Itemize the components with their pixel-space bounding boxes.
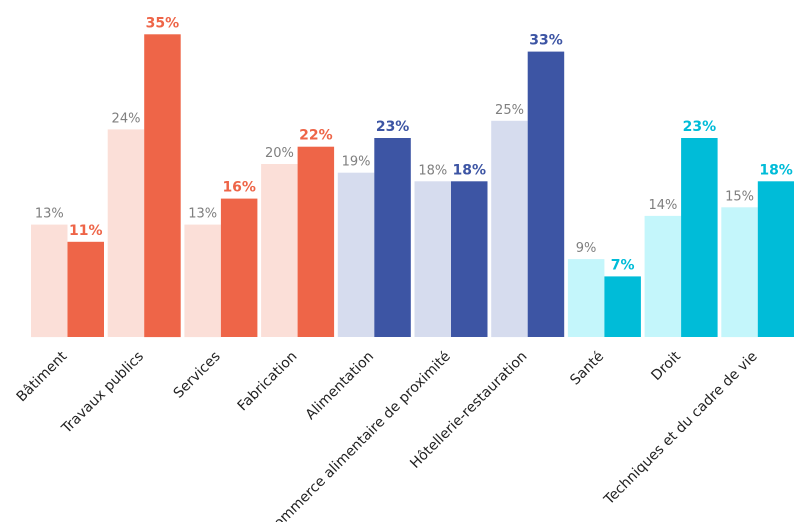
category-label-2: Services xyxy=(171,349,224,402)
category-label-7: Santé xyxy=(567,349,607,389)
data-label-light-7: 9% xyxy=(576,241,597,256)
category-label-9: Techniques et du cadre de vie xyxy=(601,349,761,509)
data-label-light-1: 24% xyxy=(112,111,141,126)
bar-light-2 xyxy=(184,224,221,338)
bar-dark-1 xyxy=(144,34,181,338)
bar-light-4 xyxy=(337,172,375,337)
bar-light-9 xyxy=(721,207,758,338)
data-label-dark-6: 33% xyxy=(529,33,563,49)
data-label-dark-1: 35% xyxy=(146,15,180,31)
bar-light-6 xyxy=(491,120,528,338)
bar-light-8 xyxy=(644,215,682,337)
bar-light-0 xyxy=(31,224,68,338)
bar-dark-8 xyxy=(681,138,718,337)
data-label-dark-4: 23% xyxy=(376,119,410,135)
data-label-light-0: 13% xyxy=(35,207,64,222)
data-label-light-4: 19% xyxy=(342,155,371,170)
data-label-dark-3: 22% xyxy=(299,128,333,144)
data-label-dark-9: 18% xyxy=(759,162,793,178)
bar-dark-5 xyxy=(451,181,488,337)
data-label-light-5: 18% xyxy=(418,163,447,178)
data-label-light-9: 15% xyxy=(725,189,754,204)
category-label-1: Travaux publics xyxy=(58,349,147,438)
bar-dark-4 xyxy=(374,138,411,337)
data-label-light-6: 25% xyxy=(495,103,524,118)
bar-light-3 xyxy=(261,164,298,337)
data-label-dark-7: 7% xyxy=(611,257,635,273)
bar-dark-0 xyxy=(67,241,104,337)
category-label-8: Droit xyxy=(648,348,684,384)
bar-dark-9 xyxy=(757,181,794,337)
bar-dark-6 xyxy=(527,51,565,337)
data-label-dark-5: 18% xyxy=(453,162,487,178)
bar-light-7 xyxy=(567,259,605,337)
category-label-0: Bâtiment xyxy=(14,348,71,405)
data-label-light-2: 13% xyxy=(188,207,217,222)
data-label-light-8: 14% xyxy=(648,198,677,213)
data-label-dark-0: 11% xyxy=(69,223,103,239)
bar-dark-7 xyxy=(604,276,641,337)
bar-dark-2 xyxy=(220,198,258,337)
category-label-3: Fabrication xyxy=(235,349,301,415)
data-label-dark-2: 16% xyxy=(222,180,256,196)
data-label-dark-8: 23% xyxy=(683,119,717,135)
category-label-4: Alimentation xyxy=(303,349,378,424)
bar-light-1 xyxy=(107,129,145,337)
bar-light-5 xyxy=(414,181,451,337)
data-label-light-3: 20% xyxy=(265,146,294,161)
bar-dark-3 xyxy=(297,146,335,337)
